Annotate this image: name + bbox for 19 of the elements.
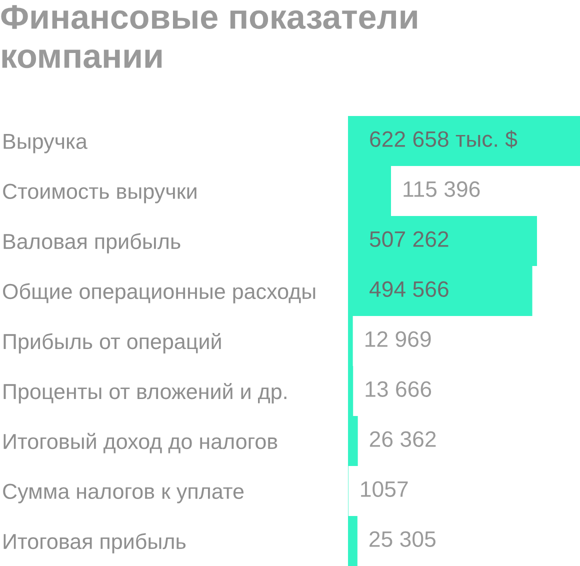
y-tick-label: Итоговая прибыль [4, 533, 186, 554]
y-tick-label: Валовая прибыль [4, 233, 180, 254]
y-tick-label: Прибыль от операций [4, 333, 221, 354]
y-tick-label: Общие операционные расходы [3, 283, 316, 304]
y-tick-label: Проценты от вложений и др. [4, 383, 286, 404]
data-label: 115 396 [404, 181, 480, 197]
data-label: 507 262 [370, 231, 448, 247]
data-label: 622 658 тыс. $ [370, 130, 518, 148]
y-tick-label: Сумма налогов к уплате [3, 484, 244, 504]
data-label: 25 305 [370, 531, 436, 547]
y-tick-label: Стоимость выручки [3, 184, 196, 204]
data-label: 494 566 [370, 281, 448, 297]
data-label: 26 362 [370, 431, 436, 447]
data-label: 1057 [361, 481, 408, 497]
data-label: 13 666 [366, 381, 432, 397]
y-tick-label: Итоговый доход до налогов [4, 432, 278, 454]
chart-title: Финансовые показатели компании [1, 5, 417, 68]
data-label: 12 969 [366, 331, 431, 347]
y-tick-label: Выручка [4, 134, 88, 154]
